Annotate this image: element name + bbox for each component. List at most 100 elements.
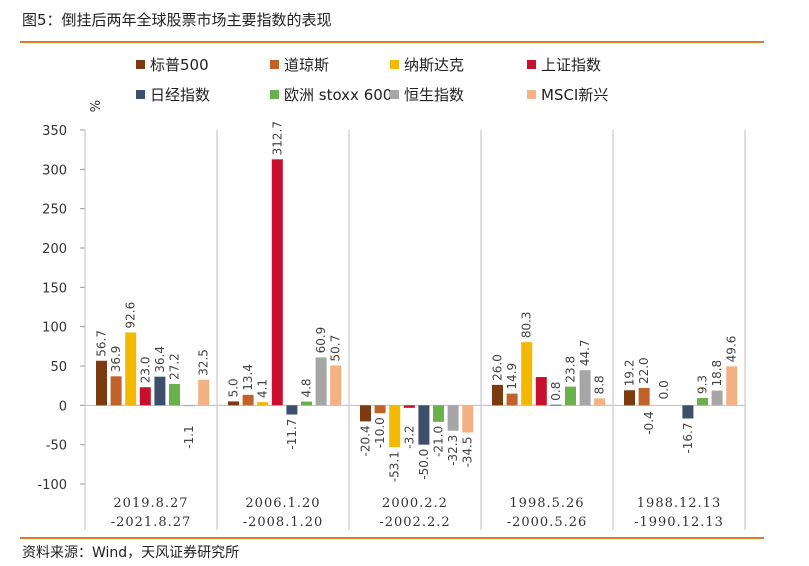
data-label: -1.1 [182, 425, 196, 448]
data-label: -3.2 [402, 425, 416, 448]
bar [638, 388, 650, 406]
data-label: 56.7 [95, 330, 109, 357]
data-label: 5.0 [227, 378, 241, 397]
data-label: 0.0 [657, 380, 671, 399]
category-label: -2021.8.27 [111, 515, 192, 530]
legend-label: 上证指数 [541, 56, 601, 74]
category-label: 1988.12.13 [637, 496, 721, 511]
data-label: 26.0 [491, 354, 505, 381]
data-label: 80.3 [520, 311, 534, 338]
data-label: -50.0 [417, 449, 431, 480]
legend-swatch [527, 60, 536, 69]
y-tick-label: -100 [37, 478, 67, 493]
bar [521, 342, 533, 406]
bar [492, 384, 503, 406]
category-label: 2019.8.27 [113, 496, 188, 511]
bar [433, 405, 444, 422]
legend-label: 恒生指数 [404, 86, 464, 104]
bar [110, 376, 122, 406]
bar [286, 405, 298, 415]
data-label: 0.8 [549, 382, 563, 401]
data-label: 19.2 [623, 360, 637, 387]
legend-label: MSCI新兴 [541, 86, 608, 104]
data-label: -32.3 [446, 435, 460, 466]
bar [550, 404, 562, 406]
data-label: 44.7 [578, 339, 592, 366]
data-label: 60.9 [314, 327, 328, 354]
data-label: 50.7 [329, 335, 343, 362]
data-label: 9.3 [696, 375, 710, 394]
y-tick-label: -50 [46, 439, 67, 454]
bar [198, 379, 210, 406]
bar [257, 402, 269, 406]
title-rule [20, 41, 764, 43]
figure-title: 图5：倒挂后两年全球股票市场主要指数的表现 [22, 11, 332, 29]
data-label: 18.8 [710, 360, 724, 387]
legend-swatch [136, 90, 145, 99]
bar [711, 390, 723, 406]
bar [242, 394, 254, 406]
data-label: 36.9 [109, 346, 123, 373]
legend-label: 纳斯达克 [404, 56, 464, 74]
legend-swatch [270, 60, 279, 69]
bar [96, 360, 107, 406]
data-label: 27.2 [168, 353, 182, 380]
data-label: -10.0 [373, 417, 387, 448]
legend-label: 道琼斯 [284, 56, 329, 74]
source-note: 资料来源：Wind，天风证券研究所 [22, 545, 240, 561]
data-label: 4.1 [256, 379, 270, 398]
bar [594, 398, 606, 406]
legend-label: 标普500 [150, 56, 209, 74]
y-tick-label: 150 [42, 281, 67, 296]
data-label: -53.1 [388, 451, 402, 482]
bar [139, 387, 151, 406]
bar [315, 357, 327, 406]
bar [682, 405, 694, 419]
bar [506, 393, 518, 406]
y-tick-label: 300 [42, 163, 67, 178]
legend-swatch [390, 90, 399, 99]
data-label: 8.8 [593, 375, 607, 394]
y-tick-label: 50 [50, 360, 67, 375]
y-axis-label: % [89, 100, 104, 112]
bar [360, 405, 371, 422]
data-label: 32.5 [197, 349, 211, 376]
category-label: -1990.12.13 [634, 515, 724, 530]
bar [301, 401, 312, 406]
y-tick-label: 350 [42, 124, 67, 139]
bar [330, 365, 342, 406]
data-label: 312.7 [270, 121, 284, 155]
data-label: 36.4 [153, 346, 167, 373]
data-label: -11.7 [285, 419, 299, 450]
category-label: -2002.2.2 [379, 515, 450, 530]
data-label: 4.8 [300, 378, 314, 397]
bar [271, 159, 283, 406]
y-tick-label: 0 [59, 399, 67, 414]
bar [154, 376, 166, 406]
bar [447, 405, 459, 431]
category-label: 2000.2.2 [382, 496, 448, 511]
legend-label: 日经指数 [150, 86, 210, 104]
category-label: 2006.1.20 [245, 496, 320, 511]
bar [389, 405, 401, 448]
legend-swatch [270, 90, 279, 99]
legend-swatch [136, 60, 145, 69]
category-label: -2000.5.26 [507, 515, 588, 530]
category-label: 1998.5.26 [509, 496, 584, 511]
data-label: 14.9 [505, 363, 519, 390]
source-rule [20, 537, 764, 539]
bar [418, 405, 430, 445]
data-label: -16.7 [681, 422, 695, 453]
bar [697, 398, 708, 406]
data-label: -0.4 [642, 411, 656, 434]
data-label: 13.4 [241, 364, 255, 391]
bar [535, 377, 547, 406]
data-label: 49.6 [725, 336, 739, 363]
y-tick-label: 100 [42, 321, 67, 336]
bar [169, 383, 180, 406]
bar [726, 366, 738, 406]
bar [228, 401, 239, 406]
data-label: -21.0 [432, 426, 446, 457]
bar [462, 405, 474, 433]
